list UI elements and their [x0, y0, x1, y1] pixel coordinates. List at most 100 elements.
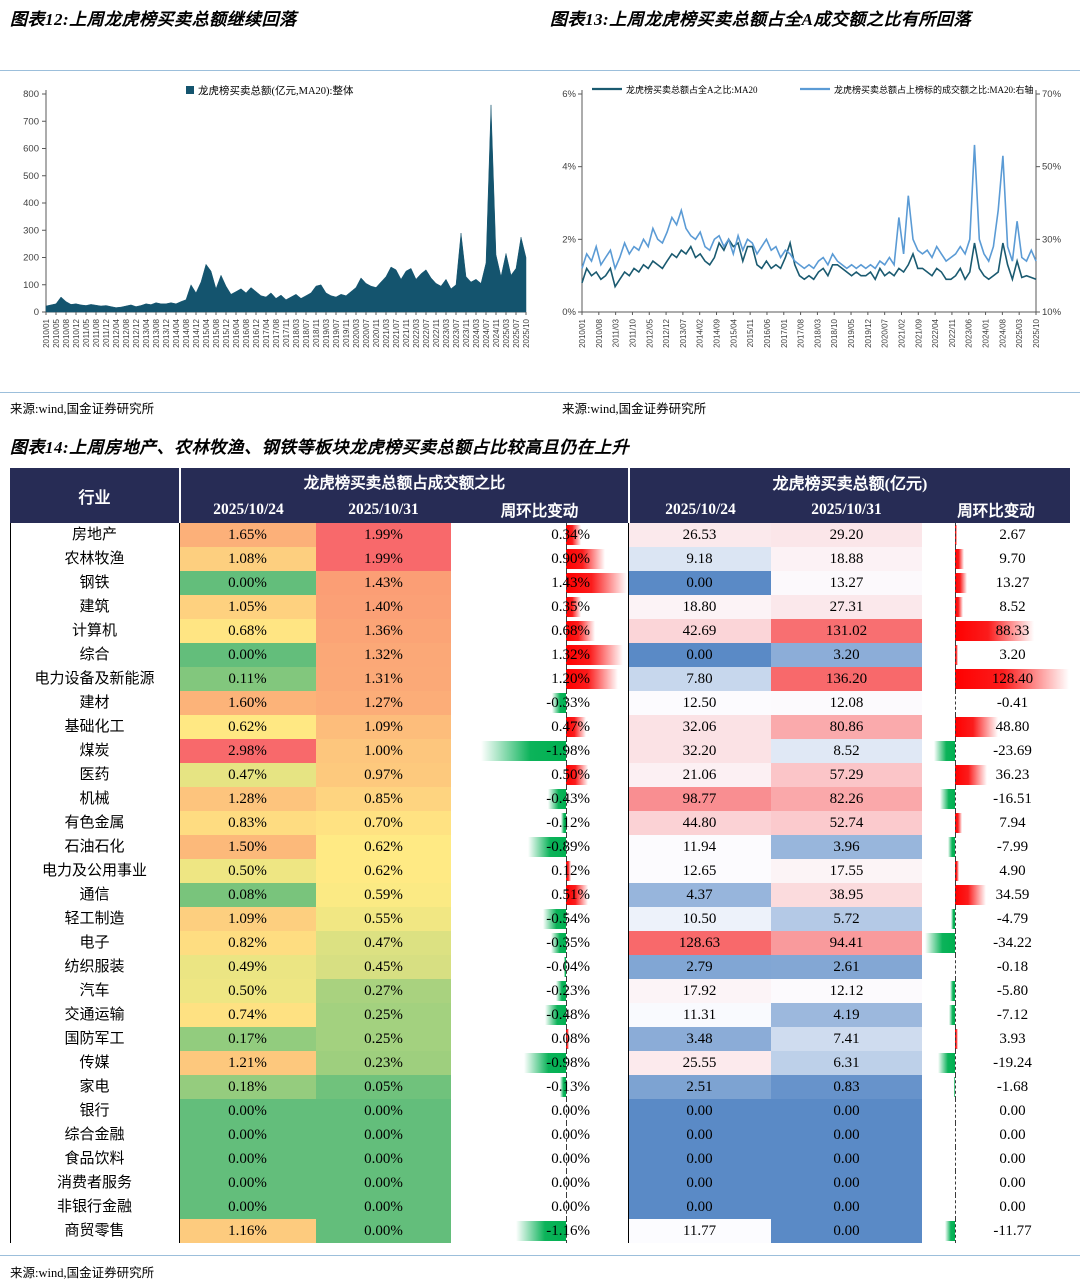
industry-label: 食品饮料 — [64, 1151, 125, 1167]
ratio-change-value: 0.90% — [551, 551, 590, 567]
ratio-curr-cell: 1.31% — [316, 667, 451, 691]
amount-prev-cell: 0.00 — [628, 1099, 771, 1123]
amount-prev-cell: 11.94 — [628, 835, 771, 859]
ratio-change-value: -0.48% — [546, 1007, 590, 1023]
svg-text:2018/07: 2018/07 — [302, 318, 311, 347]
industry-label: 纺织服装 — [64, 959, 125, 975]
change-axis-line — [955, 571, 956, 595]
table-body: 房地产 1.65% 1.99% 0.34% 26.53 29.20 2.67 农林牧渔 1.08… — [10, 523, 1070, 1243]
amount-curr-cell: 0.00 — [771, 1195, 922, 1219]
svg-text:600: 600 — [23, 144, 39, 155]
amount-change-cell: -5.80 — [922, 979, 1070, 1003]
svg-text:2015/11: 2015/11 — [746, 318, 755, 347]
ratio-change-value: 0.35% — [551, 599, 590, 615]
industry-label: 医药 — [79, 767, 110, 783]
svg-text:2018/03: 2018/03 — [292, 318, 301, 347]
industry-label: 房地产 — [71, 527, 117, 543]
amount-curr-cell: 0.00 — [771, 1171, 922, 1195]
amount-change-value: -0.18 — [996, 959, 1029, 975]
ratio-change-cell: 0.34% — [451, 523, 628, 547]
ratio-change-bar — [560, 813, 566, 833]
ratio-prev-cell: 0.11% — [179, 667, 316, 691]
svg-text:2011/12: 2011/12 — [102, 318, 111, 347]
amount-curr-cell: 52.74 — [771, 811, 922, 835]
change-axis-line — [955, 523, 956, 547]
amount-change-bar — [937, 1053, 955, 1073]
ratio-curr-cell: 0.45% — [316, 955, 451, 979]
svg-text:2022/04: 2022/04 — [931, 318, 940, 347]
amount-prev-cell: 0.00 — [628, 571, 771, 595]
amount-prev-cell: 11.77 — [628, 1219, 771, 1243]
svg-text:2021/11: 2021/11 — [402, 318, 411, 347]
change-axis-line — [566, 547, 567, 571]
col-header-ratio-change: 周环比变动 — [500, 502, 579, 520]
ratio-prev-cell: 0.68% — [179, 619, 316, 643]
line-series — [581, 144, 1037, 271]
change-axis-line — [955, 931, 956, 955]
ratio-change-value: 1.20% — [551, 671, 590, 687]
amount-change-value: 13.27 — [995, 575, 1030, 591]
amount-prev-cell: 9.18 — [628, 547, 771, 571]
amount-change-cell: 7.94 — [922, 811, 1070, 835]
ratio-prev-cell: 1.28% — [179, 787, 316, 811]
ratio-prev-cell: 1.65% — [179, 523, 316, 547]
amount-change-cell: 0.00 — [922, 1195, 1070, 1219]
ratio-change-bar — [566, 885, 588, 905]
svg-text:2025/03: 2025/03 — [502, 318, 511, 347]
change-axis-line — [955, 1003, 956, 1027]
svg-text:70%: 70% — [1042, 89, 1062, 100]
industry-label: 电子 — [79, 935, 110, 951]
amount-change-value: 0.00 — [999, 1103, 1026, 1119]
ratio-change-cell: -0.12% — [451, 811, 628, 835]
area-series — [45, 104, 527, 313]
ratio-curr-cell: 0.00% — [316, 1219, 451, 1243]
amount-change-bar — [955, 525, 958, 545]
svg-text:2014/02: 2014/02 — [696, 318, 705, 347]
change-axis-line — [955, 1147, 956, 1171]
ratio-change-bar — [566, 549, 605, 569]
ratio-curr-cell: 0.25% — [316, 1027, 451, 1051]
amount-curr-cell: 13.27 — [771, 571, 922, 595]
ratio-change-cell: 0.90% — [451, 547, 628, 571]
ratio-prev-cell: 0.62% — [179, 715, 316, 739]
ratio-change-value: -0.54% — [546, 911, 590, 927]
industry-label: 钢铁 — [79, 575, 110, 591]
change-axis-line — [955, 955, 956, 979]
amount-change-cell: 0.00 — [922, 1171, 1070, 1195]
amount-prev-cell: 32.06 — [628, 715, 771, 739]
ratio-change-bar — [566, 765, 588, 785]
ratio-change-cell: -0.04% — [451, 955, 628, 979]
amount-change-value: -19.24 — [993, 1055, 1032, 1071]
svg-text:10%: 10% — [1042, 307, 1062, 318]
svg-text:2023/06: 2023/06 — [965, 318, 974, 347]
svg-text:2014/09: 2014/09 — [713, 318, 722, 347]
amount-change-value: 7.94 — [999, 815, 1026, 831]
amount-prev-cell: 0.00 — [628, 1171, 771, 1195]
amount-change-value: -4.79 — [996, 911, 1029, 927]
amount-change-cell: 8.52 — [922, 595, 1070, 619]
svg-text:2015/04: 2015/04 — [202, 318, 211, 347]
ratio-change-bar — [566, 645, 623, 665]
ratio-change-bar — [566, 573, 628, 593]
svg-text:2011/10: 2011/10 — [628, 318, 637, 347]
ratio-prev-cell: 1.50% — [179, 835, 316, 859]
figure13-title: 图表13:上周龙虎榜买卖总额占全A成交额之比有所回落 — [550, 10, 971, 29]
change-axis-line — [955, 715, 956, 739]
svg-text:2012/05: 2012/05 — [645, 318, 654, 347]
amount-curr-cell: 17.55 — [771, 859, 922, 883]
svg-text:400: 400 — [23, 198, 39, 209]
ratio-curr-cell: 0.62% — [316, 859, 451, 883]
ratio-prev-cell: 0.00% — [179, 1099, 316, 1123]
ratio-prev-cell: 0.00% — [179, 1171, 316, 1195]
change-axis-line — [955, 787, 956, 811]
ratio-change-value: -0.89% — [546, 839, 590, 855]
industry-table: 行业 龙虎榜买卖总额占成交额之比 龙虎榜买卖总额(亿元) 2025/10/24 … — [10, 468, 1070, 1243]
amount-change-value: -34.22 — [993, 935, 1032, 951]
svg-text:2011/05: 2011/05 — [82, 318, 91, 347]
amount-change-value: -5.80 — [996, 983, 1029, 999]
ratio-change-value: -0.04% — [546, 959, 590, 975]
amount-prev-cell: 44.80 — [628, 811, 771, 835]
ratio-change-bar — [542, 909, 566, 929]
amount-curr-cell: 27.31 — [771, 595, 922, 619]
svg-text:2011/03: 2011/03 — [612, 318, 621, 347]
